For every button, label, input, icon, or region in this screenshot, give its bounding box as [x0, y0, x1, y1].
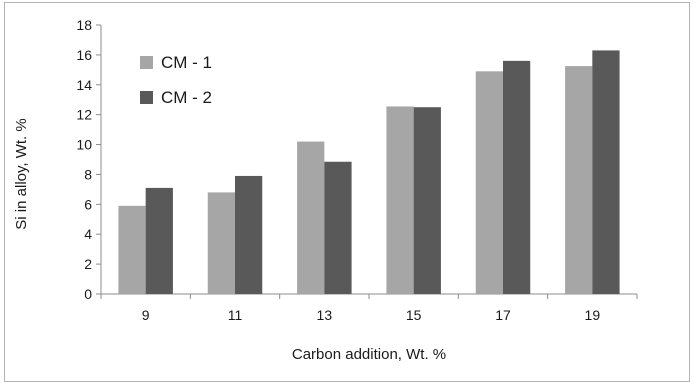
bar-1-9: [118, 205, 146, 294]
bar-2-9: [145, 187, 173, 294]
x-axis-title: Carbon addition, Wt. %: [292, 346, 446, 363]
bar-2-19: [592, 50, 620, 295]
y-tick-label: 4: [84, 226, 92, 242]
x-axis: 9 11 13 15 17 19: [100, 293, 638, 323]
x-tick-label: 11: [228, 307, 243, 323]
bar-2-15: [413, 107, 441, 294]
bar-2-17: [503, 60, 531, 294]
bars: [118, 50, 620, 295]
y-axis: 0 2 4 6 8 10 12 14 16 18: [76, 17, 102, 302]
bar-chart: 0 2 4 6 8 10 12 14 16 18 9 11 13 15 17 19 CM - 1 CM - 2…: [13, 17, 638, 363]
bar-1-13: [297, 141, 325, 294]
y-tick-label: 2: [84, 256, 92, 272]
y-axis-title: Si in alloy, Wt. %: [13, 118, 30, 229]
y-tick-label: 6: [84, 196, 92, 212]
bar-1-15: [386, 106, 414, 294]
bar-1-11: [207, 192, 235, 294]
x-tick-label: 9: [142, 307, 150, 323]
y-tick-label: 18: [76, 17, 92, 33]
bar-2-11: [235, 175, 263, 294]
bar-1-19: [565, 66, 593, 294]
y-tick-label: 14: [76, 77, 92, 93]
legend-label: CM - 2: [161, 88, 212, 107]
legend-label: CM - 1: [161, 53, 212, 72]
x-tick-label: 15: [406, 307, 422, 323]
y-tick-label: 10: [76, 137, 92, 153]
legend: CM - 1 CM - 2: [140, 53, 212, 107]
x-tick-label: 19: [585, 307, 601, 323]
bar-2-13: [324, 161, 352, 294]
legend-swatch: [140, 91, 153, 104]
y-tick-label: 8: [84, 166, 92, 182]
legend-swatch: [140, 56, 153, 69]
bar-1-17: [475, 71, 503, 294]
y-tick-label: 12: [76, 107, 92, 123]
y-tick-label: 16: [76, 47, 92, 63]
x-tick-label: 13: [317, 307, 333, 323]
y-tick-label: 0: [84, 286, 92, 302]
x-tick-label: 17: [495, 307, 511, 323]
